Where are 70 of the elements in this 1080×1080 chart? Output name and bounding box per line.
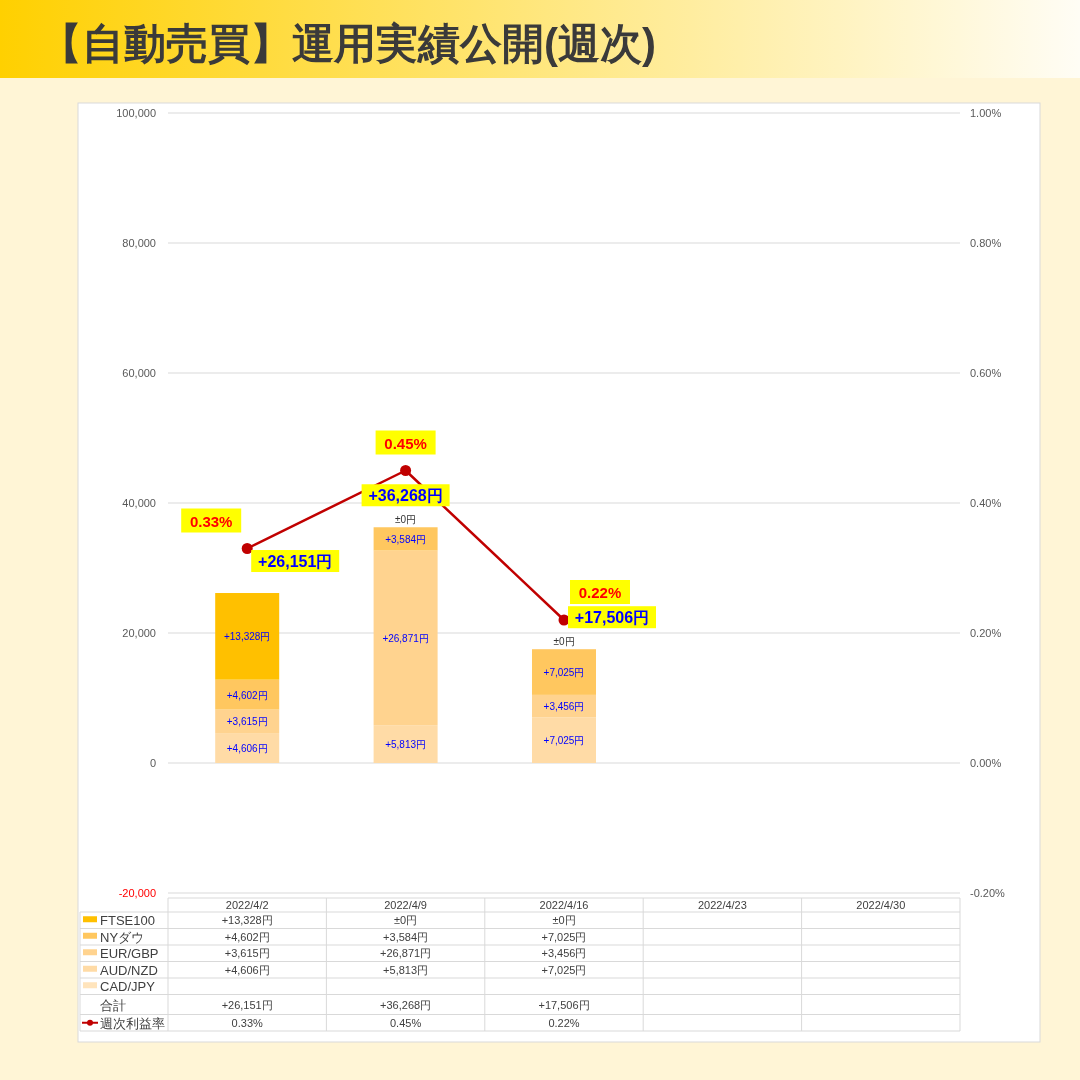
data-label: +13,328円: [221, 914, 273, 927]
point: [241, 543, 253, 554]
x-tick-label: 2022/4/23: [697, 899, 747, 911]
data-label: +4,602円: [224, 930, 270, 943]
text: +3,584円: [385, 533, 427, 545]
text: +4,602円: [226, 689, 268, 701]
legend-label: EUR/GBP: [100, 946, 159, 962]
legend-label: 週次利益率: [100, 1015, 165, 1031]
y-tick-label: 100,000: [116, 107, 156, 119]
total-label: +26,151円: [258, 553, 333, 571]
y2-tick-label: 0.20%: [970, 627, 1002, 639]
data-label: ±0円: [394, 914, 418, 927]
x-tick-label: 2022/4/30: [856, 899, 906, 911]
y2-tick-label: -0.20%: [970, 887, 1006, 899]
y-tick-label: 40,000: [122, 497, 156, 509]
legend-label: AUD/NZD: [100, 962, 158, 978]
data-label: +3,456円: [541, 947, 587, 960]
point: [400, 465, 412, 476]
x-tick-label: 2022/4/16: [539, 899, 589, 911]
y2-tick-label: 0.80%: [970, 237, 1002, 249]
text: +17,506円: [538, 998, 590, 1011]
y-tick-label: 60,000: [122, 367, 156, 379]
data-label: +4,606円: [224, 963, 270, 976]
bar: [532, 717, 596, 763]
text: 0.45%: [384, 434, 427, 452]
total-label: +17,506円: [574, 609, 650, 627]
bar: [215, 733, 280, 763]
x-tick-label: 2022/4/2: [225, 899, 269, 911]
data-label: 0.33%: [231, 1016, 264, 1029]
data-label: +3,615円: [224, 947, 270, 960]
y-tick-label: -20,000: [118, 887, 156, 899]
data-label: ±0円: [552, 914, 576, 927]
x-tick-label: 2022/4/9: [384, 899, 428, 911]
text: 合計: [100, 997, 126, 1013]
text: +5,813円: [385, 739, 427, 751]
data-label: +3,584円: [383, 930, 429, 943]
text: 0.33%: [189, 512, 233, 530]
y2-tick-label: 0.00%: [970, 757, 1002, 769]
data-label: +26,871円: [380, 947, 432, 960]
y-tick-label: 80,000: [122, 237, 156, 249]
text: +36,268円: [380, 998, 432, 1011]
text: +4,606円: [226, 743, 268, 755]
legend-label: NYダウ: [100, 929, 145, 945]
text: 0.22%: [578, 584, 622, 601]
data-label: +5,813円: [383, 963, 429, 976]
y2-tick-label: 0.60%: [970, 367, 1002, 379]
bar: [373, 527, 438, 551]
chart-title: 【自動売買】運用実績公開(週次): [40, 20, 656, 67]
bar: [215, 679, 280, 710]
text: +7,025円: [543, 667, 585, 679]
data-label: 0.45%: [390, 1016, 422, 1029]
bar: [373, 725, 438, 763]
text: +26,151円: [221, 998, 273, 1011]
bar: [373, 550, 438, 726]
y2-tick-label: 0.40%: [970, 497, 1002, 509]
data-label: 0.22%: [548, 1016, 580, 1029]
y2-tick-label: 1.00%: [970, 107, 1002, 119]
text: +7,025円: [543, 735, 585, 747]
legend-label: CAD/JPY: [100, 979, 156, 995]
total-label: +36,268円: [368, 487, 443, 505]
legend-label: FTSE100: [100, 913, 155, 929]
y-tick-label: 20,000: [122, 627, 156, 639]
data-label: +7,025円: [541, 930, 587, 943]
text: +26,871円: [382, 632, 429, 644]
bar: [215, 593, 280, 680]
data-label: +7,025円: [541, 963, 587, 976]
text: +3,456円: [543, 701, 585, 713]
text: +3,615円: [226, 716, 268, 728]
bar: [532, 649, 596, 695]
y-tick-label: 0: [149, 757, 156, 769]
